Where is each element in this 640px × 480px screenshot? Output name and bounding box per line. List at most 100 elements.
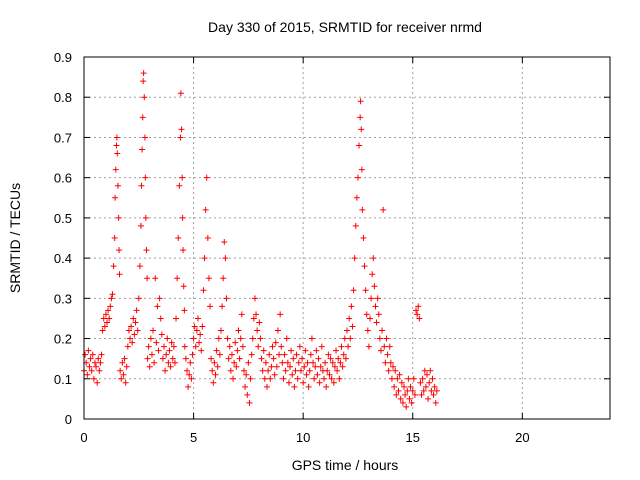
data-point (371, 283, 378, 290)
data-point (216, 351, 223, 358)
data-point (264, 383, 271, 390)
data-point (428, 387, 435, 394)
data-point (386, 343, 393, 350)
data-point (344, 327, 350, 334)
x-tick-label: 10 (296, 430, 310, 445)
data-point (200, 287, 207, 294)
data-point (85, 347, 92, 354)
data-point (268, 363, 275, 370)
data-point (177, 134, 184, 141)
data-point (374, 295, 381, 302)
data-point (181, 307, 188, 314)
data-point (228, 351, 235, 358)
data-point (358, 166, 365, 173)
data-point (418, 391, 425, 398)
data-point (205, 275, 212, 282)
data-point (300, 379, 307, 386)
data-point (375, 311, 382, 318)
data-point (269, 343, 276, 350)
data-point (219, 303, 226, 310)
data-point (360, 235, 367, 241)
data-point (339, 363, 346, 370)
data-point (144, 275, 151, 282)
data-point (186, 371, 193, 378)
data-point (373, 319, 380, 326)
data-point (191, 323, 198, 330)
data-point (410, 375, 417, 382)
data-point (128, 323, 135, 330)
data-point (158, 331, 165, 338)
data-point (141, 134, 148, 141)
data-point (89, 351, 96, 358)
data-point (257, 335, 264, 342)
data-point (255, 343, 262, 350)
data-point (105, 307, 112, 314)
data-point (379, 327, 386, 334)
data-point (346, 315, 353, 322)
y-tick-label: 0.7 (54, 130, 72, 145)
data-point (222, 255, 229, 262)
data-point (84, 371, 91, 378)
data-point (196, 339, 203, 346)
data-point (432, 399, 439, 406)
data-point (146, 363, 153, 370)
data-point (289, 371, 296, 378)
data-point (177, 90, 184, 97)
data-point (407, 383, 414, 390)
data-point (151, 359, 158, 366)
data-point (139, 114, 146, 121)
data-point (118, 375, 125, 382)
data-point (303, 371, 310, 378)
data-point (400, 383, 407, 390)
data-point (306, 367, 313, 374)
data-point (363, 311, 370, 318)
data-point (225, 355, 232, 362)
data-point (296, 343, 303, 350)
data-point (94, 379, 101, 386)
data-point (368, 295, 375, 302)
data-point (171, 359, 178, 366)
data-point (179, 214, 186, 221)
data-point (411, 391, 418, 398)
data-point (325, 351, 332, 358)
y-axis-label: SRMTID / TECUs (7, 183, 23, 293)
data-point (397, 395, 404, 402)
data-point (234, 347, 241, 354)
data-point (423, 371, 430, 378)
data-point (227, 367, 234, 374)
data-point (270, 355, 277, 362)
plot-frame (83, 56, 611, 420)
data-point (247, 375, 254, 382)
y-tick-label: 0.2 (54, 332, 72, 347)
x-tick-label: 15 (406, 430, 420, 445)
data-point (125, 327, 132, 334)
data-point (337, 359, 344, 366)
data-point (367, 315, 374, 322)
data-point (95, 355, 102, 362)
x-tick-label: 5 (190, 430, 197, 445)
data-point (409, 387, 416, 394)
data-point (119, 359, 126, 366)
data-point (403, 403, 410, 410)
data-point (271, 371, 278, 378)
data-point (226, 343, 233, 350)
data-point (115, 214, 122, 221)
data-point (114, 150, 121, 157)
data-point (117, 367, 124, 374)
data-point (316, 379, 323, 386)
data-point (189, 351, 196, 358)
data-point (167, 363, 174, 370)
data-point (188, 375, 195, 382)
data-point (267, 375, 274, 382)
data-point (348, 303, 355, 310)
data-point (266, 351, 273, 358)
data-point (230, 375, 237, 382)
data-point (253, 311, 260, 318)
data-point (180, 247, 187, 254)
data-point (357, 98, 364, 105)
data-point (431, 383, 438, 390)
data-point (276, 351, 283, 358)
data-point (141, 94, 148, 101)
